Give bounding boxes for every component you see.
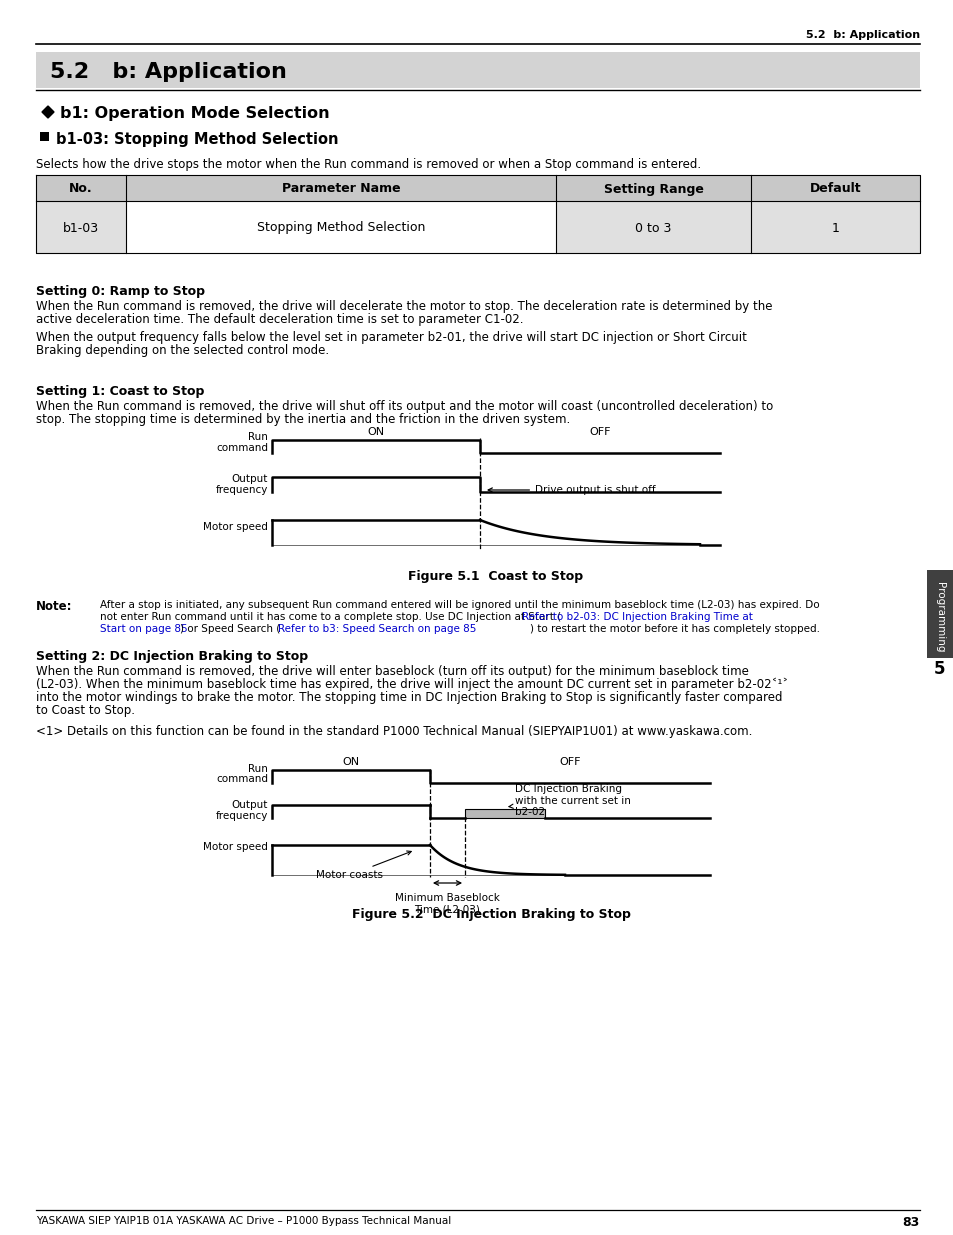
- Text: When the output frequency falls below the level set in parameter b2-01, the driv: When the output frequency falls below th…: [36, 331, 746, 345]
- Text: Selects how the drive stops the motor when the Run command is removed or when a : Selects how the drive stops the motor wh…: [36, 158, 700, 170]
- Text: (L2-03). When the minimum baseblock time has expired, the drive will inject the : (L2-03). When the minimum baseblock time…: [36, 678, 787, 692]
- Text: ON: ON: [342, 757, 359, 767]
- Text: Run: Run: [248, 764, 268, 774]
- Text: Programming: Programming: [934, 582, 944, 652]
- Bar: [926, 658, 952, 680]
- Bar: [926, 571, 952, 680]
- Text: Braking depending on the selected control mode.: Braking depending on the selected contro…: [36, 345, 329, 357]
- Text: Drive output is shut off: Drive output is shut off: [488, 485, 655, 495]
- Text: DC Injection Braking
with the current set in
b2-02: DC Injection Braking with the current se…: [508, 784, 630, 818]
- Bar: [36, 175, 919, 201]
- Text: 5: 5: [933, 659, 944, 678]
- Bar: [36, 201, 126, 253]
- Text: 1: 1: [831, 221, 839, 235]
- Bar: [40, 132, 49, 141]
- Text: Stopping Method Selection: Stopping Method Selection: [256, 221, 425, 235]
- Text: b1: Operation Mode Selection: b1: Operation Mode Selection: [60, 106, 330, 121]
- Text: frequency: frequency: [215, 811, 268, 821]
- Text: active deceleration time. The default deceleration time is set to parameter C1-0: active deceleration time. The default de…: [36, 312, 523, 326]
- Text: YASKAWA SIEP YAIP1B 01A YASKAWA AC Drive – P1000 Bypass Technical Manual: YASKAWA SIEP YAIP1B 01A YASKAWA AC Drive…: [36, 1216, 451, 1226]
- Bar: [750, 201, 919, 253]
- Text: Setting 2: DC Injection Braking to Stop: Setting 2: DC Injection Braking to Stop: [36, 650, 308, 663]
- Text: ON: ON: [367, 427, 384, 437]
- Text: When the Run command is removed, the drive will shut off its output and the moto: When the Run command is removed, the dri…: [36, 400, 773, 412]
- Text: not enter Run command until it has come to a complete stop. Use DC Injection at : not enter Run command until it has come …: [100, 613, 560, 622]
- Text: 83: 83: [902, 1216, 919, 1229]
- Text: Refer to b3: Speed Search on page 85: Refer to b3: Speed Search on page 85: [277, 624, 476, 634]
- Text: Setting 1: Coast to Stop: Setting 1: Coast to Stop: [36, 385, 204, 398]
- Text: command: command: [215, 443, 268, 453]
- Text: Motor speed: Motor speed: [203, 522, 268, 532]
- Text: Figure 5.1  Coast to Stop: Figure 5.1 Coast to Stop: [408, 571, 583, 583]
- Text: Setting Range: Setting Range: [603, 183, 702, 195]
- Text: When the Run command is removed, the drive will decelerate the motor to stop. Th: When the Run command is removed, the dri…: [36, 300, 772, 312]
- Text: stop. The stopping time is determined by the inertia and the friction in the dri: stop. The stopping time is determined by…: [36, 412, 570, 426]
- Text: to Coast to Stop.: to Coast to Stop.: [36, 704, 135, 718]
- Text: No.: No.: [70, 183, 92, 195]
- Text: Motor coasts: Motor coasts: [316, 851, 411, 881]
- Text: frequency: frequency: [215, 485, 268, 495]
- Bar: [36, 52, 919, 88]
- Text: command: command: [215, 774, 268, 784]
- Text: Refer to b2-03: DC Injection Braking Time at: Refer to b2-03: DC Injection Braking Tim…: [521, 613, 752, 622]
- Text: ) or Speed Search (: ) or Speed Search (: [180, 624, 280, 634]
- Text: Minimum Baseblock
Time (L2-03): Minimum Baseblock Time (L2-03): [395, 893, 499, 915]
- Text: Note:: Note:: [36, 600, 72, 613]
- Text: Setting 0: Ramp to Stop: Setting 0: Ramp to Stop: [36, 285, 205, 298]
- Text: into the motor windings to brake the motor. The stopping time in DC Injection Br: into the motor windings to brake the mot…: [36, 692, 781, 704]
- Text: 5.2   b: Application: 5.2 b: Application: [50, 62, 287, 82]
- Text: Run: Run: [248, 432, 268, 442]
- Text: Start on page 85: Start on page 85: [100, 624, 188, 634]
- Polygon shape: [42, 106, 54, 119]
- Text: Output: Output: [232, 474, 268, 484]
- Bar: [556, 201, 750, 253]
- Text: ) to restart the motor before it has completely stopped.: ) to restart the motor before it has com…: [530, 624, 820, 634]
- Text: Parameter Name: Parameter Name: [281, 183, 400, 195]
- Text: Default: Default: [809, 183, 861, 195]
- Text: 5.2  b: Application: 5.2 b: Application: [805, 30, 919, 40]
- Text: 0 to 3: 0 to 3: [635, 221, 671, 235]
- Text: <1> Details on this function can be found in the standard P1000 Technical Manual: <1> Details on this function can be foun…: [36, 725, 752, 739]
- Text: OFF: OFF: [558, 757, 580, 767]
- Text: b1-03: Stopping Method Selection: b1-03: Stopping Method Selection: [56, 132, 338, 147]
- Text: Figure 5.2  DC Injection Braking to Stop: Figure 5.2 DC Injection Braking to Stop: [352, 908, 630, 921]
- Text: After a stop is initiated, any subsequent Run command entered will be ignored un: After a stop is initiated, any subsequen…: [100, 600, 819, 610]
- Text: Motor speed: Motor speed: [203, 842, 268, 852]
- Text: Output: Output: [232, 800, 268, 810]
- Text: OFF: OFF: [589, 427, 610, 437]
- Text: When the Run command is removed, the drive will enter baseblock (turn off its ou: When the Run command is removed, the dri…: [36, 664, 748, 678]
- Text: b1-03: b1-03: [63, 221, 99, 235]
- Bar: [464, 809, 544, 818]
